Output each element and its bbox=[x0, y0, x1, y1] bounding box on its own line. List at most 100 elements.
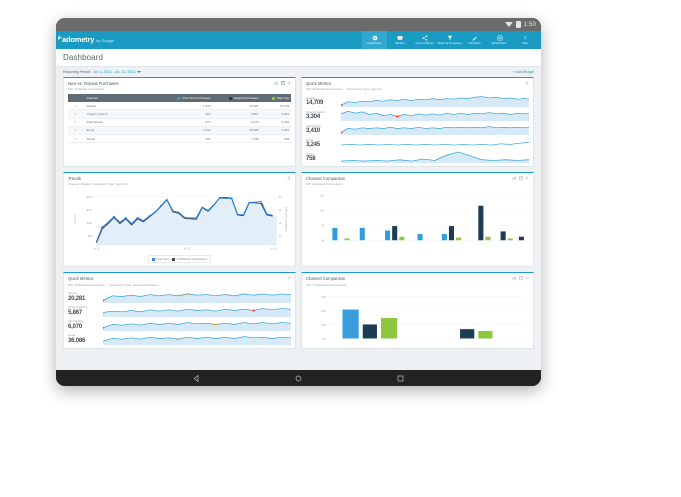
row-repeat: 20,281 bbox=[212, 102, 261, 111]
quick-metrics-list: Display 20,281 bbox=[68, 290, 291, 345]
sparkline-chart bbox=[341, 108, 529, 122]
svg-text:1k: 1k bbox=[279, 236, 283, 239]
recents-icon[interactable] bbox=[396, 374, 405, 383]
table-row[interactable]: 5. Social 206 1,798 758 bbox=[68, 134, 291, 144]
metric-value: 3,410 bbox=[306, 128, 321, 135]
sparkline-chart bbox=[103, 332, 291, 345]
gear-icon[interactable] bbox=[287, 276, 291, 280]
nav-item-optimization[interactable]: Optimization bbox=[487, 31, 512, 49]
reporting-period-selector[interactable]: Reporting Period: Jul. 1, 2013 - Jul. 31… bbox=[63, 70, 142, 74]
widget-tools bbox=[525, 81, 529, 85]
row-repeat: 5,867 bbox=[212, 109, 261, 119]
brand-logo-group[interactable]: adometry by Google bbox=[62, 36, 114, 44]
quick-metric-row[interactable]: Display 20,281 bbox=[68, 290, 291, 303]
row-index: 2. bbox=[68, 109, 84, 119]
widget-title: Quick Metrics bbox=[306, 81, 332, 86]
gear-icon[interactable] bbox=[525, 276, 529, 280]
row-channel: Email bbox=[83, 126, 160, 135]
quick-metric-row[interactable]: Display 14,709 bbox=[306, 94, 529, 108]
table-row[interactable]: 1. Display 1,430 20,281 14,709 bbox=[68, 102, 291, 111]
wifi-icon bbox=[504, 22, 513, 27]
chart-toggle-icon[interactable] bbox=[274, 81, 278, 85]
table-toggle-icon[interactable] bbox=[280, 81, 285, 85]
app-container: adometry by Google Dashboard bbox=[56, 31, 541, 370]
widget-quick-metrics-top: Quick Metrics KPI: Attributed Conversion… bbox=[301, 77, 534, 168]
nav-label-optimization: Optimization bbox=[491, 41, 508, 45]
gear-icon[interactable] bbox=[525, 176, 529, 180]
home-icon[interactable] bbox=[294, 374, 303, 383]
chart-toggle-icon[interactable] bbox=[512, 176, 516, 180]
nav-item-attribution[interactable]: Attribution bbox=[462, 31, 487, 49]
back-icon[interactable] bbox=[192, 374, 201, 383]
sparkline-chart bbox=[341, 94, 529, 108]
svg-text:20%: 20% bbox=[321, 310, 327, 313]
page-title: Dashboard bbox=[63, 53, 104, 62]
nav-item-help[interactable]: ? Help bbox=[512, 31, 537, 49]
dashboard-icon bbox=[372, 35, 378, 41]
nav-item-cross-channel[interactable]: Cross Channel bbox=[412, 31, 437, 49]
row-signups: 14,709 bbox=[260, 102, 291, 111]
add-widget-button[interactable]: + Add Widget bbox=[512, 70, 534, 74]
metric-name: Social bbox=[306, 151, 314, 156]
col-first-time[interactable]: First Time Purchases bbox=[159, 94, 213, 103]
legend-swatch-green bbox=[271, 96, 275, 100]
new-vs-repeat-table: Channel First Time Purchases Repeat Purc… bbox=[68, 94, 291, 144]
metric-value: 758 bbox=[306, 156, 316, 163]
nav-item-reach-frequency[interactable]: Reach & Frequency bbox=[437, 31, 462, 49]
legend-item[interactable]: Total Cost bbox=[151, 257, 168, 261]
table-header-row: Channel First Time Purchases Repeat Purc… bbox=[68, 94, 291, 103]
quick-metric-row[interactable]: Social 758 bbox=[306, 150, 529, 164]
quick-metric-row[interactable]: Organic Search 5,867 bbox=[68, 304, 291, 317]
gear-icon[interactable] bbox=[525, 81, 529, 85]
gear-icon[interactable] bbox=[287, 176, 291, 180]
tablet-device: 1:50 adometry by Google Das bbox=[56, 18, 541, 386]
quick-metric-row[interactable]: Paid Search 6,070 bbox=[68, 318, 291, 331]
col-signups[interactable]: Sign Ups bbox=[260, 94, 291, 103]
chart-toggle-icon[interactable] bbox=[512, 276, 516, 280]
metric-value: 5,867 bbox=[68, 309, 83, 316]
nav-item-dashboard[interactable]: Dashboard bbox=[362, 31, 387, 49]
sparkline-chart bbox=[341, 136, 529, 149]
battery-icon bbox=[515, 21, 521, 28]
quick-metric-row[interactable]: Email 36,086 bbox=[68, 332, 291, 345]
sparkline-chart bbox=[103, 290, 291, 303]
table-row[interactable]: 3. Paid Search 573 6,070 3,410 bbox=[68, 118, 291, 127]
svg-text:15k: 15k bbox=[320, 195, 325, 198]
table-toggle-icon[interactable] bbox=[518, 176, 523, 181]
col-repeat[interactable]: Repeat Purchases bbox=[212, 94, 261, 103]
brand-suffix: by Google bbox=[96, 38, 115, 44]
quick-metric-row[interactable]: Paid Search 3,410 bbox=[306, 122, 529, 136]
svg-text:4k: 4k bbox=[279, 197, 283, 200]
subtitle-kpi: KPI: Attributed Conversions bbox=[68, 282, 105, 287]
row-index: 4. bbox=[68, 126, 84, 135]
row-first-time: 573 bbox=[159, 118, 213, 127]
svg-text:10%: 10% bbox=[321, 324, 327, 327]
quick-metric-row[interactable]: Organic Search 3,304 bbox=[306, 108, 529, 122]
sub-toolbar: Reporting Period: Jul. 1, 2013 - Jul. 31… bbox=[56, 67, 541, 77]
quick-metric-row[interactable]: Email 3,245 bbox=[306, 136, 529, 149]
legend-item[interactable]: # Attributed Conversions bbox=[172, 257, 207, 261]
reach-icon bbox=[447, 35, 453, 41]
legend-label-conversions: # Attributed Conversions bbox=[176, 257, 208, 262]
widget-channel-comparison-top: Channel Comparison KPI: Attributed Conve… bbox=[301, 172, 534, 268]
metric-name: Organic Search bbox=[306, 109, 326, 114]
channel-comparison-bottom-chart: 30% 20% 10% 0% bbox=[306, 289, 529, 345]
widget-channel-comparison-bottom: Channel Comparison KPI: % Attributed Con… bbox=[301, 272, 534, 349]
col-channel[interactable]: Channel bbox=[83, 94, 160, 103]
nav-item-monitor[interactable]: Monitor bbox=[387, 31, 412, 49]
widget-tools bbox=[287, 276, 291, 280]
table-row[interactable]: 4. Email 4,130 36,086 3,245 bbox=[68, 126, 291, 135]
gear-icon[interactable] bbox=[287, 81, 291, 85]
sparkline-chart bbox=[341, 150, 529, 164]
table-toggle-icon[interactable] bbox=[518, 276, 523, 281]
widget-subtitle: KPI: Attributed Conversions bbox=[68, 87, 105, 92]
metric-name: Display bbox=[68, 291, 78, 296]
table-row[interactable]: 2. Organic Search 493 5,867 3,304 bbox=[68, 109, 291, 119]
widget-new-vs-repeat-purchases: New vs. Repeat Purchases KPI: Attributed… bbox=[63, 77, 296, 168]
svg-text:10k: 10k bbox=[320, 210, 325, 213]
nav-label-help: Help bbox=[521, 41, 528, 45]
widget-subtitle: KPI: Attributed Conversions Conversion T… bbox=[68, 283, 158, 287]
svg-text:Jul 31: Jul 31 bbox=[270, 248, 278, 251]
svg-text:# Attributed Conversions: # Attributed Conversions bbox=[285, 207, 288, 232]
widget-title: Quick Metrics bbox=[68, 276, 94, 282]
